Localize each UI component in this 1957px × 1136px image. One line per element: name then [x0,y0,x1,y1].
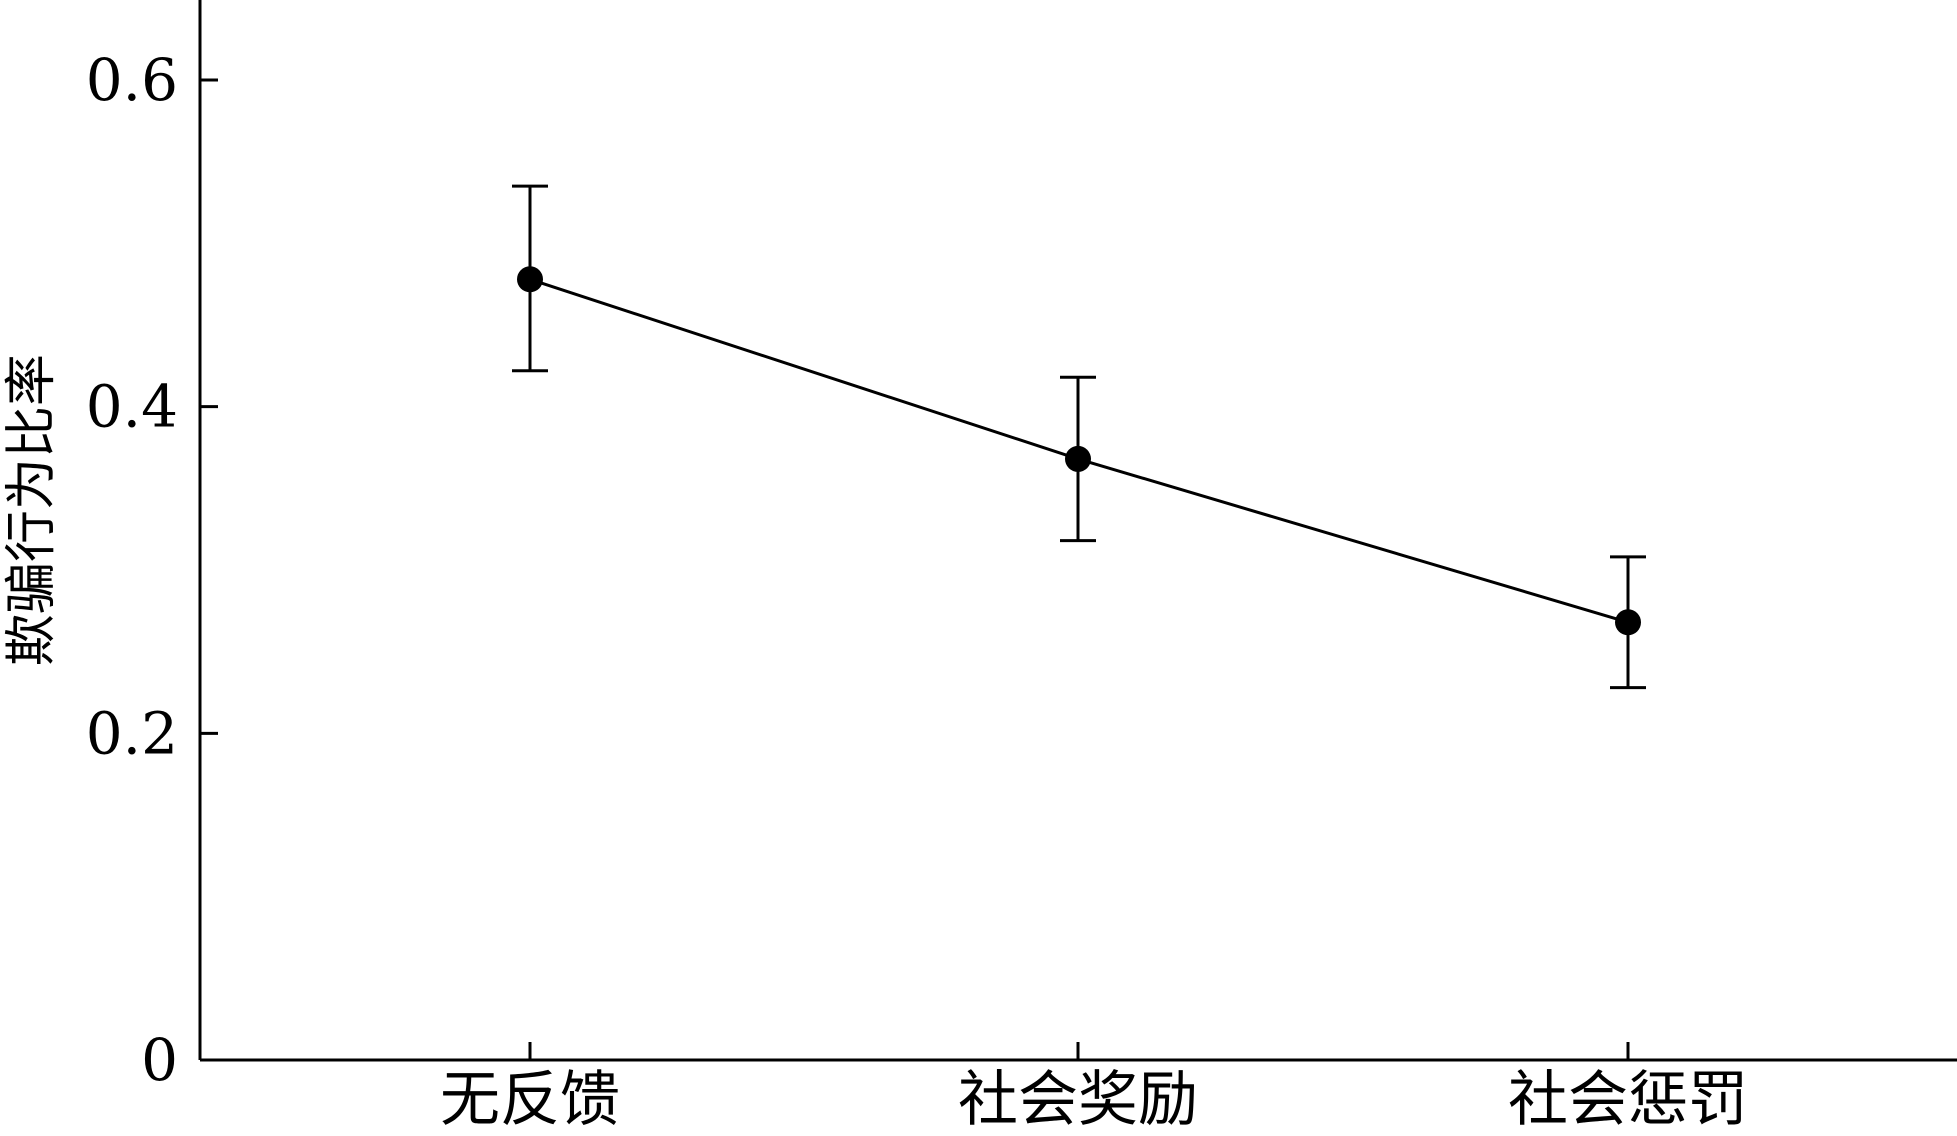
data-point [1615,609,1641,636]
x-tick-label: 社会惩罚 [1508,1065,1748,1132]
y-tick-label: 0 [141,1026,178,1094]
y-ticks: 0 0.2 0.4 0.6 [86,46,218,1094]
y-tick-label: 0.6 [86,46,178,114]
series [512,184,1646,690]
y-tick-label: 0.2 [86,699,178,767]
y-tick-label: 0.4 [86,373,178,441]
y-axis-title: 欺骗行为比率 [2,354,62,666]
x-tick-label: 无反馈 [440,1065,620,1132]
data-point [517,266,543,293]
x-ticks: 无反馈 社会奖励 社会惩罚 [440,1042,1748,1135]
data-point [1065,445,1091,472]
x-tick-label: 社会奖励 [958,1065,1198,1132]
